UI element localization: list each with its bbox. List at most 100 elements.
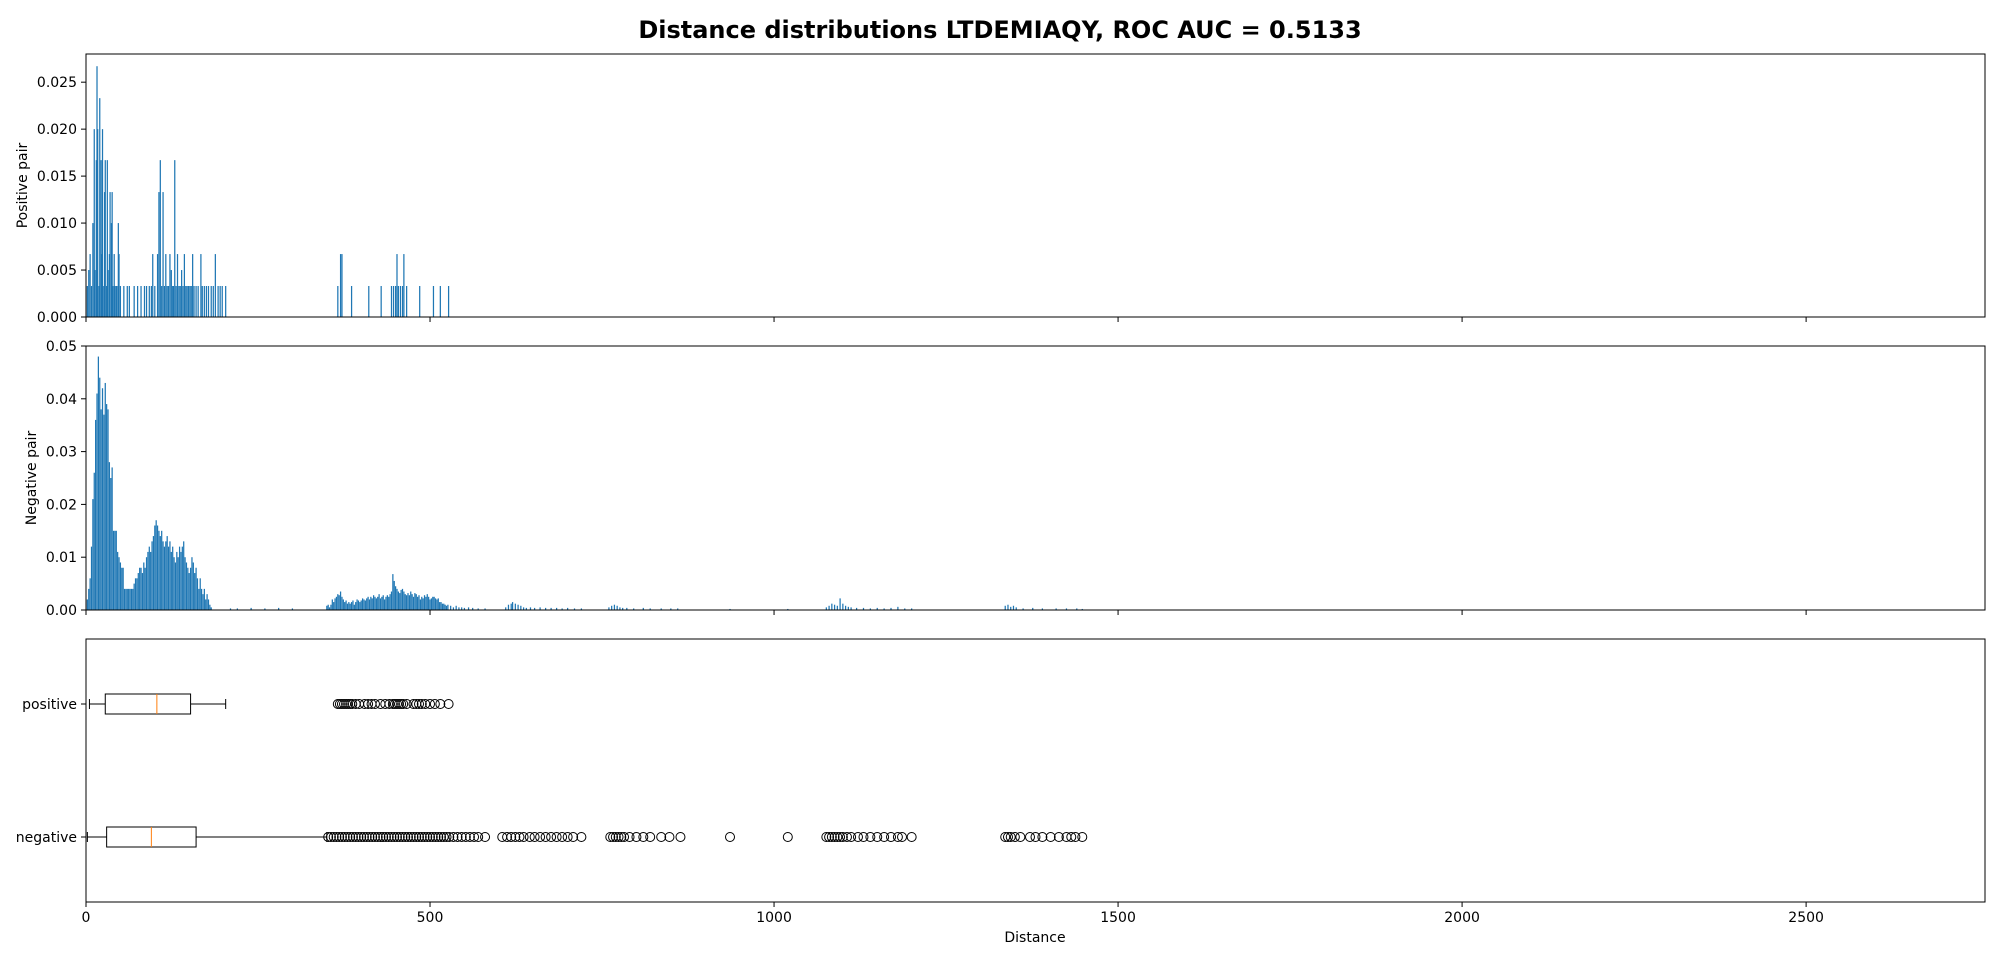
histogram-bar [86, 599, 88, 610]
histogram-bar [95, 160, 97, 317]
histogram-bar [467, 607, 470, 610]
histogram-bar [346, 603, 349, 610]
histogram-bar [378, 594, 380, 610]
histogram-bar [388, 596, 390, 610]
histogram-bar [123, 286, 125, 317]
histogram-bar [520, 605, 522, 610]
histogram-bar [361, 598, 364, 610]
histogram-bar [201, 286, 203, 317]
histogram-bar [170, 270, 172, 317]
boxplot-outlier [835, 832, 846, 842]
histogram-bar [161, 286, 163, 317]
boxplot-outlier [328, 832, 339, 842]
histogram-bar [430, 598, 433, 610]
histogram-bar [825, 607, 827, 610]
histogram-bar [400, 589, 402, 610]
histogram-bar [158, 530, 160, 610]
histogram-bar [395, 286, 397, 317]
histogram-bar [1010, 606, 1012, 610]
histogram-bar [156, 254, 159, 317]
histogram-bar [192, 562, 194, 610]
histogram-bar [389, 594, 391, 610]
histogram-bar [395, 586, 397, 610]
boxplot-outlier [464, 832, 475, 842]
boxplot-outlier [411, 832, 422, 842]
histogram-bar [348, 602, 350, 610]
histogram-bar [203, 588, 205, 610]
boxplot-outlier [331, 832, 342, 842]
histogram-bar [399, 286, 402, 317]
boxplot-outlier [480, 832, 491, 842]
histogram-bar [93, 472, 95, 610]
histogram-bar [192, 254, 194, 317]
boxplot-outlier [336, 832, 347, 842]
boxplot-outlier [380, 699, 391, 709]
histogram-bar [839, 598, 841, 610]
histogram-bar [114, 286, 116, 317]
boxplot-outlier [416, 699, 427, 709]
histogram-bar [95, 419, 97, 610]
histogram-bar [418, 595, 420, 610]
boxplot-outlier [347, 699, 358, 709]
boxplot-outlier [872, 832, 883, 842]
boxplot-outlier [361, 832, 372, 842]
boxplot-outlier [353, 832, 364, 842]
histogram-bar [219, 286, 221, 317]
histogram-bar [339, 591, 342, 610]
histogram-bar [229, 608, 232, 610]
boxplot-outlier [852, 832, 863, 842]
histogram-bar [111, 192, 113, 317]
boxplot-outlier [438, 832, 449, 842]
histogram-bar [850, 607, 852, 610]
histogram-bar [200, 588, 203, 610]
histogram-bar [556, 607, 558, 610]
histogram-bar [169, 254, 171, 317]
histogram-bar [440, 602, 442, 610]
histogram-bar [203, 286, 205, 317]
histogram-bar [411, 594, 413, 610]
y-tick-label: 0.03 [46, 445, 77, 461]
histogram-bar [338, 595, 340, 610]
histogram-bar [445, 605, 448, 610]
histogram-bar [355, 602, 357, 610]
boxplot-outlier [408, 699, 419, 709]
histogram-bar [1015, 607, 1017, 610]
boxplot-outlier [430, 832, 441, 842]
histogram-bar [126, 286, 128, 317]
histogram-bar [93, 129, 95, 317]
boxplot-outlier [452, 832, 463, 842]
histogram-bar [184, 557, 186, 610]
histogram-bar [250, 607, 252, 610]
boxplot-outlier [613, 832, 624, 842]
boxplot-outlier [1002, 832, 1013, 842]
histogram-bar [106, 404, 108, 610]
histogram-bar [200, 254, 202, 317]
boxplot-outlier [1045, 832, 1056, 842]
histogram-bar [616, 605, 618, 610]
boxplot-outlier [425, 832, 436, 842]
histogram-bar [133, 583, 135, 610]
boxplot-outlier [383, 832, 394, 842]
histogram-bar [101, 129, 104, 317]
boxplot-outlier [631, 832, 642, 842]
histogram-bar [1032, 607, 1034, 610]
histogram-bar [173, 557, 175, 610]
histogram-bar [162, 192, 164, 317]
boxplot-outlier [906, 832, 917, 842]
histogram-bar [130, 588, 133, 610]
histogram-bar [419, 599, 422, 610]
histogram-bar [370, 596, 372, 610]
histogram-bar [1055, 608, 1057, 610]
histogram-bar [128, 286, 130, 317]
histogram-bar [236, 608, 238, 610]
histogram-bar [187, 286, 190, 317]
histogram-bar [132, 588, 134, 610]
histogram-bar [205, 599, 207, 610]
histogram-bar [145, 557, 148, 610]
boxplot-outlier [1000, 832, 1011, 842]
histogram-bar [181, 270, 183, 317]
y-tick-label: 0.025 [37, 75, 77, 91]
histogram-bar [117, 223, 119, 317]
histogram-bar [333, 602, 335, 610]
boxplot-outlier [433, 832, 444, 842]
